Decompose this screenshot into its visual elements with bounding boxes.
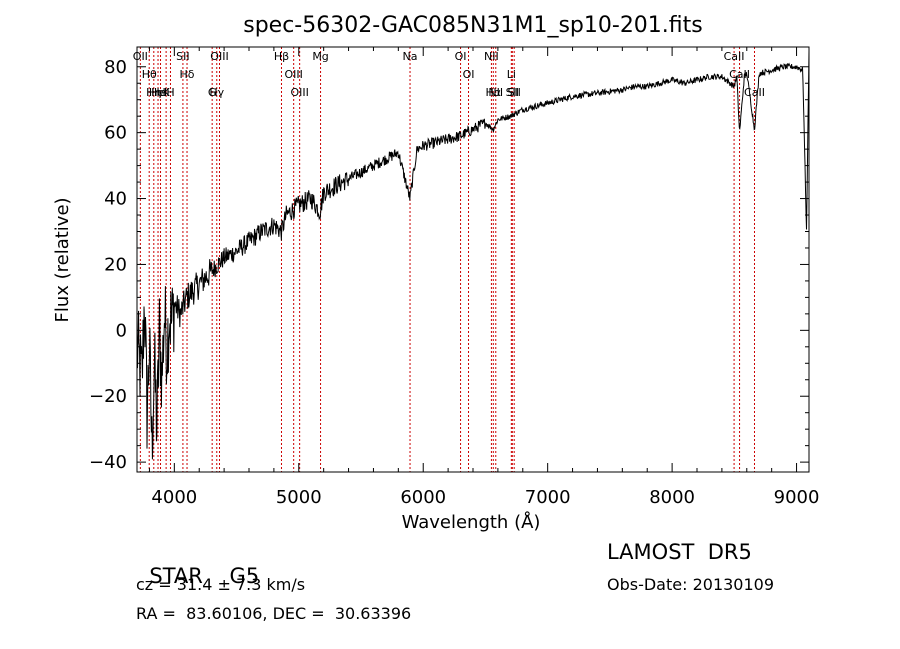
subclass-label: G5 <box>229 564 260 588</box>
spectral-line-label: Hα <box>486 86 502 99</box>
spectral-line-label: Hβ <box>274 50 289 63</box>
spectral-line-markers <box>139 47 755 472</box>
spectral-line-label: Hγ <box>209 86 224 99</box>
spectral-line-label: CaII <box>724 50 745 63</box>
y-axis: −40 −20 0 20 40 60 80 <box>89 57 809 473</box>
class-label: STAR <box>149 564 203 588</box>
object-class: STAR G5 <box>136 540 259 588</box>
spectral-line-label: OII <box>133 50 148 63</box>
x-tick-label: 8000 <box>649 487 695 508</box>
spectral-line-label: H <box>166 86 174 99</box>
y-axis-label: Flux (relative) <box>52 197 73 322</box>
plot-frame <box>136 46 810 473</box>
x-tick-label: 4000 <box>151 487 197 508</box>
spectral-line-label: OIII <box>290 86 308 99</box>
spectrum-series <box>136 50 810 460</box>
spectral-line-label: NII <box>488 86 503 99</box>
spectral-line-label: Li <box>507 68 516 81</box>
y-tick-label: 40 <box>104 189 127 210</box>
y-tick-label: −40 <box>89 452 127 473</box>
spectral-line-label: SII <box>176 50 189 63</box>
spectral-line-label: K <box>163 86 171 99</box>
y-tick-label: 0 <box>116 320 127 341</box>
x-tick-label: 7000 <box>525 487 571 508</box>
spectral-line-label: HeI <box>149 86 167 99</box>
spectral-line-label: OI <box>463 68 475 81</box>
spectral-line-label: Na <box>403 50 418 63</box>
spectral-line-label: SII <box>506 86 519 99</box>
spectral-line-label: SII <box>507 86 520 99</box>
spectral-line-label: Mg <box>312 50 328 63</box>
chart-title: spec-56302-GAC085N31M1_sp10-201.fits <box>243 13 703 38</box>
spectral-line-label: CaII <box>729 68 750 81</box>
obs-date-text: Obs-Date: 20130109 <box>607 575 775 594</box>
spectral-line-label: Hθ <box>142 68 157 81</box>
spectral-line-label: OI <box>455 50 467 63</box>
x-axis: 4000 5000 6000 7000 8000 9000 <box>148 47 820 508</box>
x-tick-label: 9000 <box>774 487 820 508</box>
x-tick-label: 5000 <box>276 487 322 508</box>
spectral-line-label: OIII <box>210 50 228 63</box>
y-tick-label: 20 <box>104 254 127 275</box>
survey-label: LAMOST DR5 <box>607 540 752 564</box>
x-tick-label: 6000 <box>400 487 446 508</box>
spectral-line-label: HeI <box>151 86 169 99</box>
y-tick-label: 80 <box>104 57 127 78</box>
spectral-line-label: Hη <box>146 86 161 99</box>
spectral-line-label: OIII <box>284 68 302 81</box>
x-axis-label: Wavelength (Å) <box>402 511 541 533</box>
coordinates-text: RA = 83.60106, DEC = 30.63396 <box>136 604 412 623</box>
redshift-text: cz = 31.4 ± 7.3 km/s <box>136 575 306 594</box>
y-tick-label: 60 <box>104 123 127 144</box>
spectral-line-label: CaII <box>744 86 765 99</box>
y-tick-label: −20 <box>89 386 127 407</box>
spectral-line-label: NII <box>484 50 499 63</box>
spectral-line-label: G <box>208 86 217 99</box>
spectral-line-label: Hδ <box>180 68 195 81</box>
